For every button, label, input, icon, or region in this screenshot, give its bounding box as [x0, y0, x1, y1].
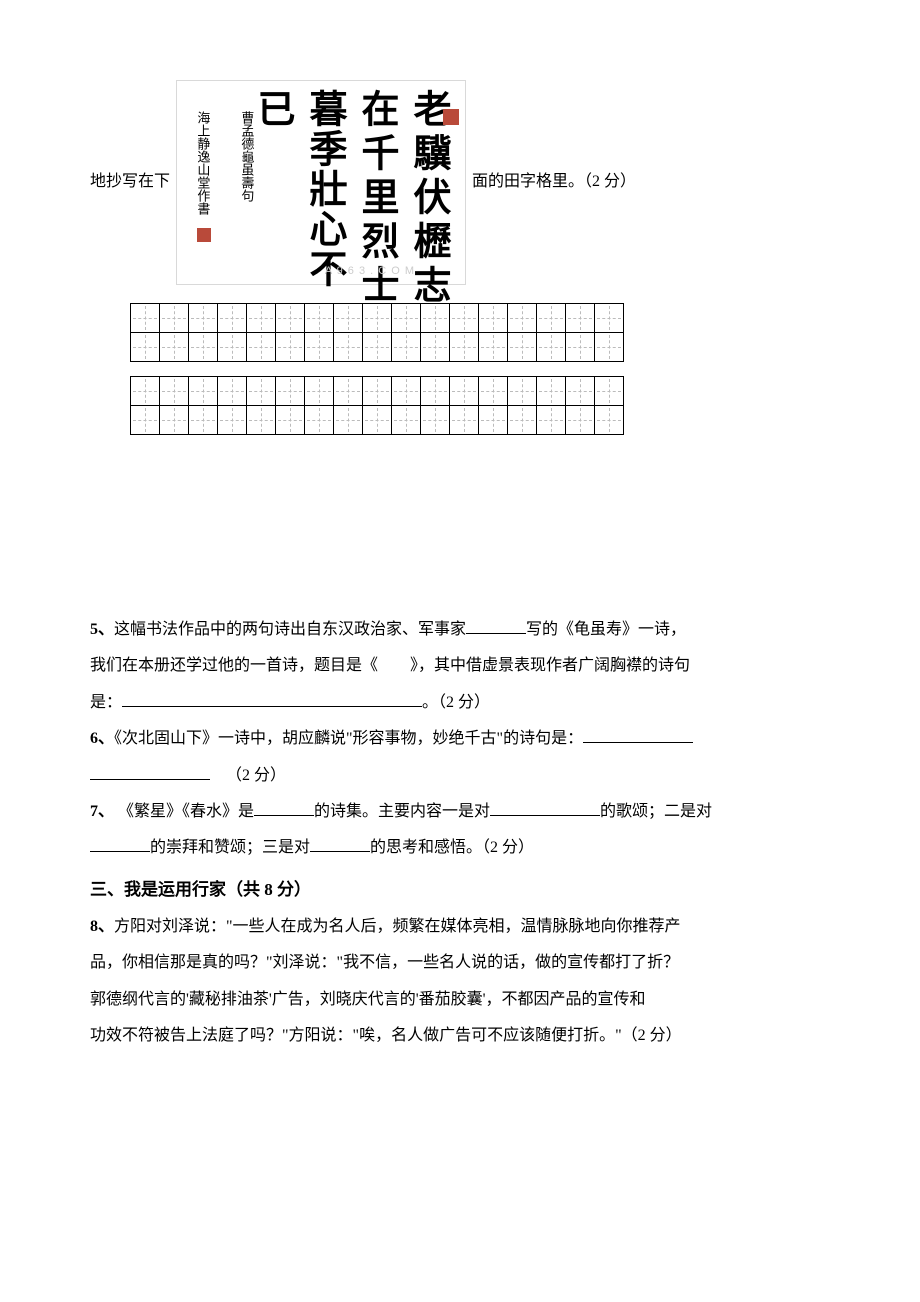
writing-grid[interactable]: [130, 303, 624, 362]
calligraphy-small-2: 海上静逸山堂作書: [195, 111, 209, 215]
seal-icon: [443, 109, 459, 125]
q7-text-1: 《繁星》《春水》是: [114, 803, 254, 820]
body-text: 5、这幅书法作品中的两句诗出自东汉政治家、军事家 写的《龟虽寿》一诗， 我们在本册…: [90, 615, 830, 1052]
calligraphy-image: 老驥伏櫪志 在千里烈士 暮季壯心不 已 曹孟德龜虽壽句 海上静逸山堂作書 A 9…: [176, 80, 466, 285]
question-number: 5、: [90, 621, 114, 638]
q7-text-5: 的思考和感悟。（2 分）: [370, 839, 534, 856]
blank-input[interactable]: [310, 836, 370, 852]
question-7-line2: 的崇拜和赞颂；三是对 的思考和感悟。（2 分）: [90, 833, 830, 863]
q6-text-1: 《次北固山下》一诗中，胡应麟说"形容事物，妙绝千古"的诗句是：: [114, 730, 583, 747]
watermark-text: A 9 6 3 . C O M: [325, 261, 415, 282]
section-3-title: 三、我是运用行家（共 8 分）: [90, 874, 830, 906]
question-8: 8、方阳对刘泽说："一些人在成为名人后，频繁在媒体亮相，温情脉脉地向你推荐产: [90, 912, 830, 942]
question-5-line2: 我们在本册还学过他的一首诗，题目是《 》，其中借虚景表现作者广阔胸襟的诗句: [90, 651, 830, 681]
question-5: 5、这幅书法作品中的两句诗出自东汉政治家、军事家 写的《龟虽寿》一诗，: [90, 615, 830, 645]
question-8-line4: 功效不符被告上法庭了吗？"方阳说："唉，名人做广告可不应该随便打折。"（2 分）: [90, 1021, 830, 1051]
top-left-text: 地抄写在下: [90, 167, 176, 197]
blank-input[interactable]: [90, 764, 210, 780]
question-5-line3: 是： 。（2 分）: [90, 688, 830, 718]
blank-input[interactable]: [254, 800, 314, 816]
q5-text-3: 我们在本册还学过他的一首诗，题目是《 》，其中借虚景表现作者广阔胸襟的诗句: [90, 657, 690, 674]
top-section: 地抄写在下 老驥伏櫪志 在千里烈士 暮季壯心不 已 曹孟德龜虽壽句 海上静逸山堂…: [90, 80, 830, 285]
q5-text-2: 写的《龟虽寿》一诗，: [526, 621, 686, 638]
question-number: 6、: [90, 730, 114, 747]
q7-text-4: 的崇拜和赞颂；三是对: [150, 839, 310, 856]
question-8-line3: 郭德纲代言的'藏秘排油茶'广告，刘晓庆代言的'番茄胶囊'，不都因产品的宣传和: [90, 985, 830, 1015]
blank-input[interactable]: [466, 618, 526, 634]
blank-input[interactable]: [583, 727, 693, 743]
q7-text-2: 的诗集。主要内容一是对: [314, 803, 490, 820]
question-6: 6、《次北固山下》一诗中，胡应麟说"形容事物，妙绝千古"的诗句是：: [90, 724, 830, 754]
writing-grid[interactable]: [130, 376, 624, 435]
question-number: 7、: [90, 803, 114, 820]
tian-grid-1: [130, 303, 830, 362]
calligraphy-small-1: 曹孟德龜虽壽句: [239, 111, 253, 202]
tian-grid-2: [130, 376, 830, 435]
blank-input[interactable]: [122, 691, 422, 707]
q5-text-4: 是：: [90, 694, 122, 711]
q5-text-5: 。（2 分）: [422, 694, 490, 711]
q7-text-3: 的歌颂；二是对: [600, 803, 712, 820]
calligraphy-col-3: 暮季壯心不: [305, 89, 343, 289]
q5-text-1: 这幅书法作品中的两句诗出自东汉政治家、军事家: [114, 621, 466, 638]
seal-icon: [197, 228, 211, 242]
blank-input[interactable]: [90, 836, 150, 852]
question-8-line2: 品，你相信那是真的吗？"刘泽说："我不信，一些名人说的话，做的宣传都打了折？: [90, 948, 830, 978]
question-7: 7、 《繁星》《春水》是 的诗集。主要内容一是对 的歌颂；二是对: [90, 797, 830, 827]
question-6-line2: （2 分）: [90, 761, 830, 791]
blank-input[interactable]: [490, 800, 600, 816]
top-right-text: 面的田字格里。（2 分）: [466, 167, 636, 197]
q8-text-1: 方阳对刘泽说："一些人在成为名人后，频繁在媒体亮相，温情脉脉地向你推荐产: [114, 918, 681, 935]
question-number: 8、: [90, 918, 114, 935]
calligraphy-col-4: 已: [253, 89, 291, 129]
q6-text-2: （2 分）: [226, 767, 286, 784]
